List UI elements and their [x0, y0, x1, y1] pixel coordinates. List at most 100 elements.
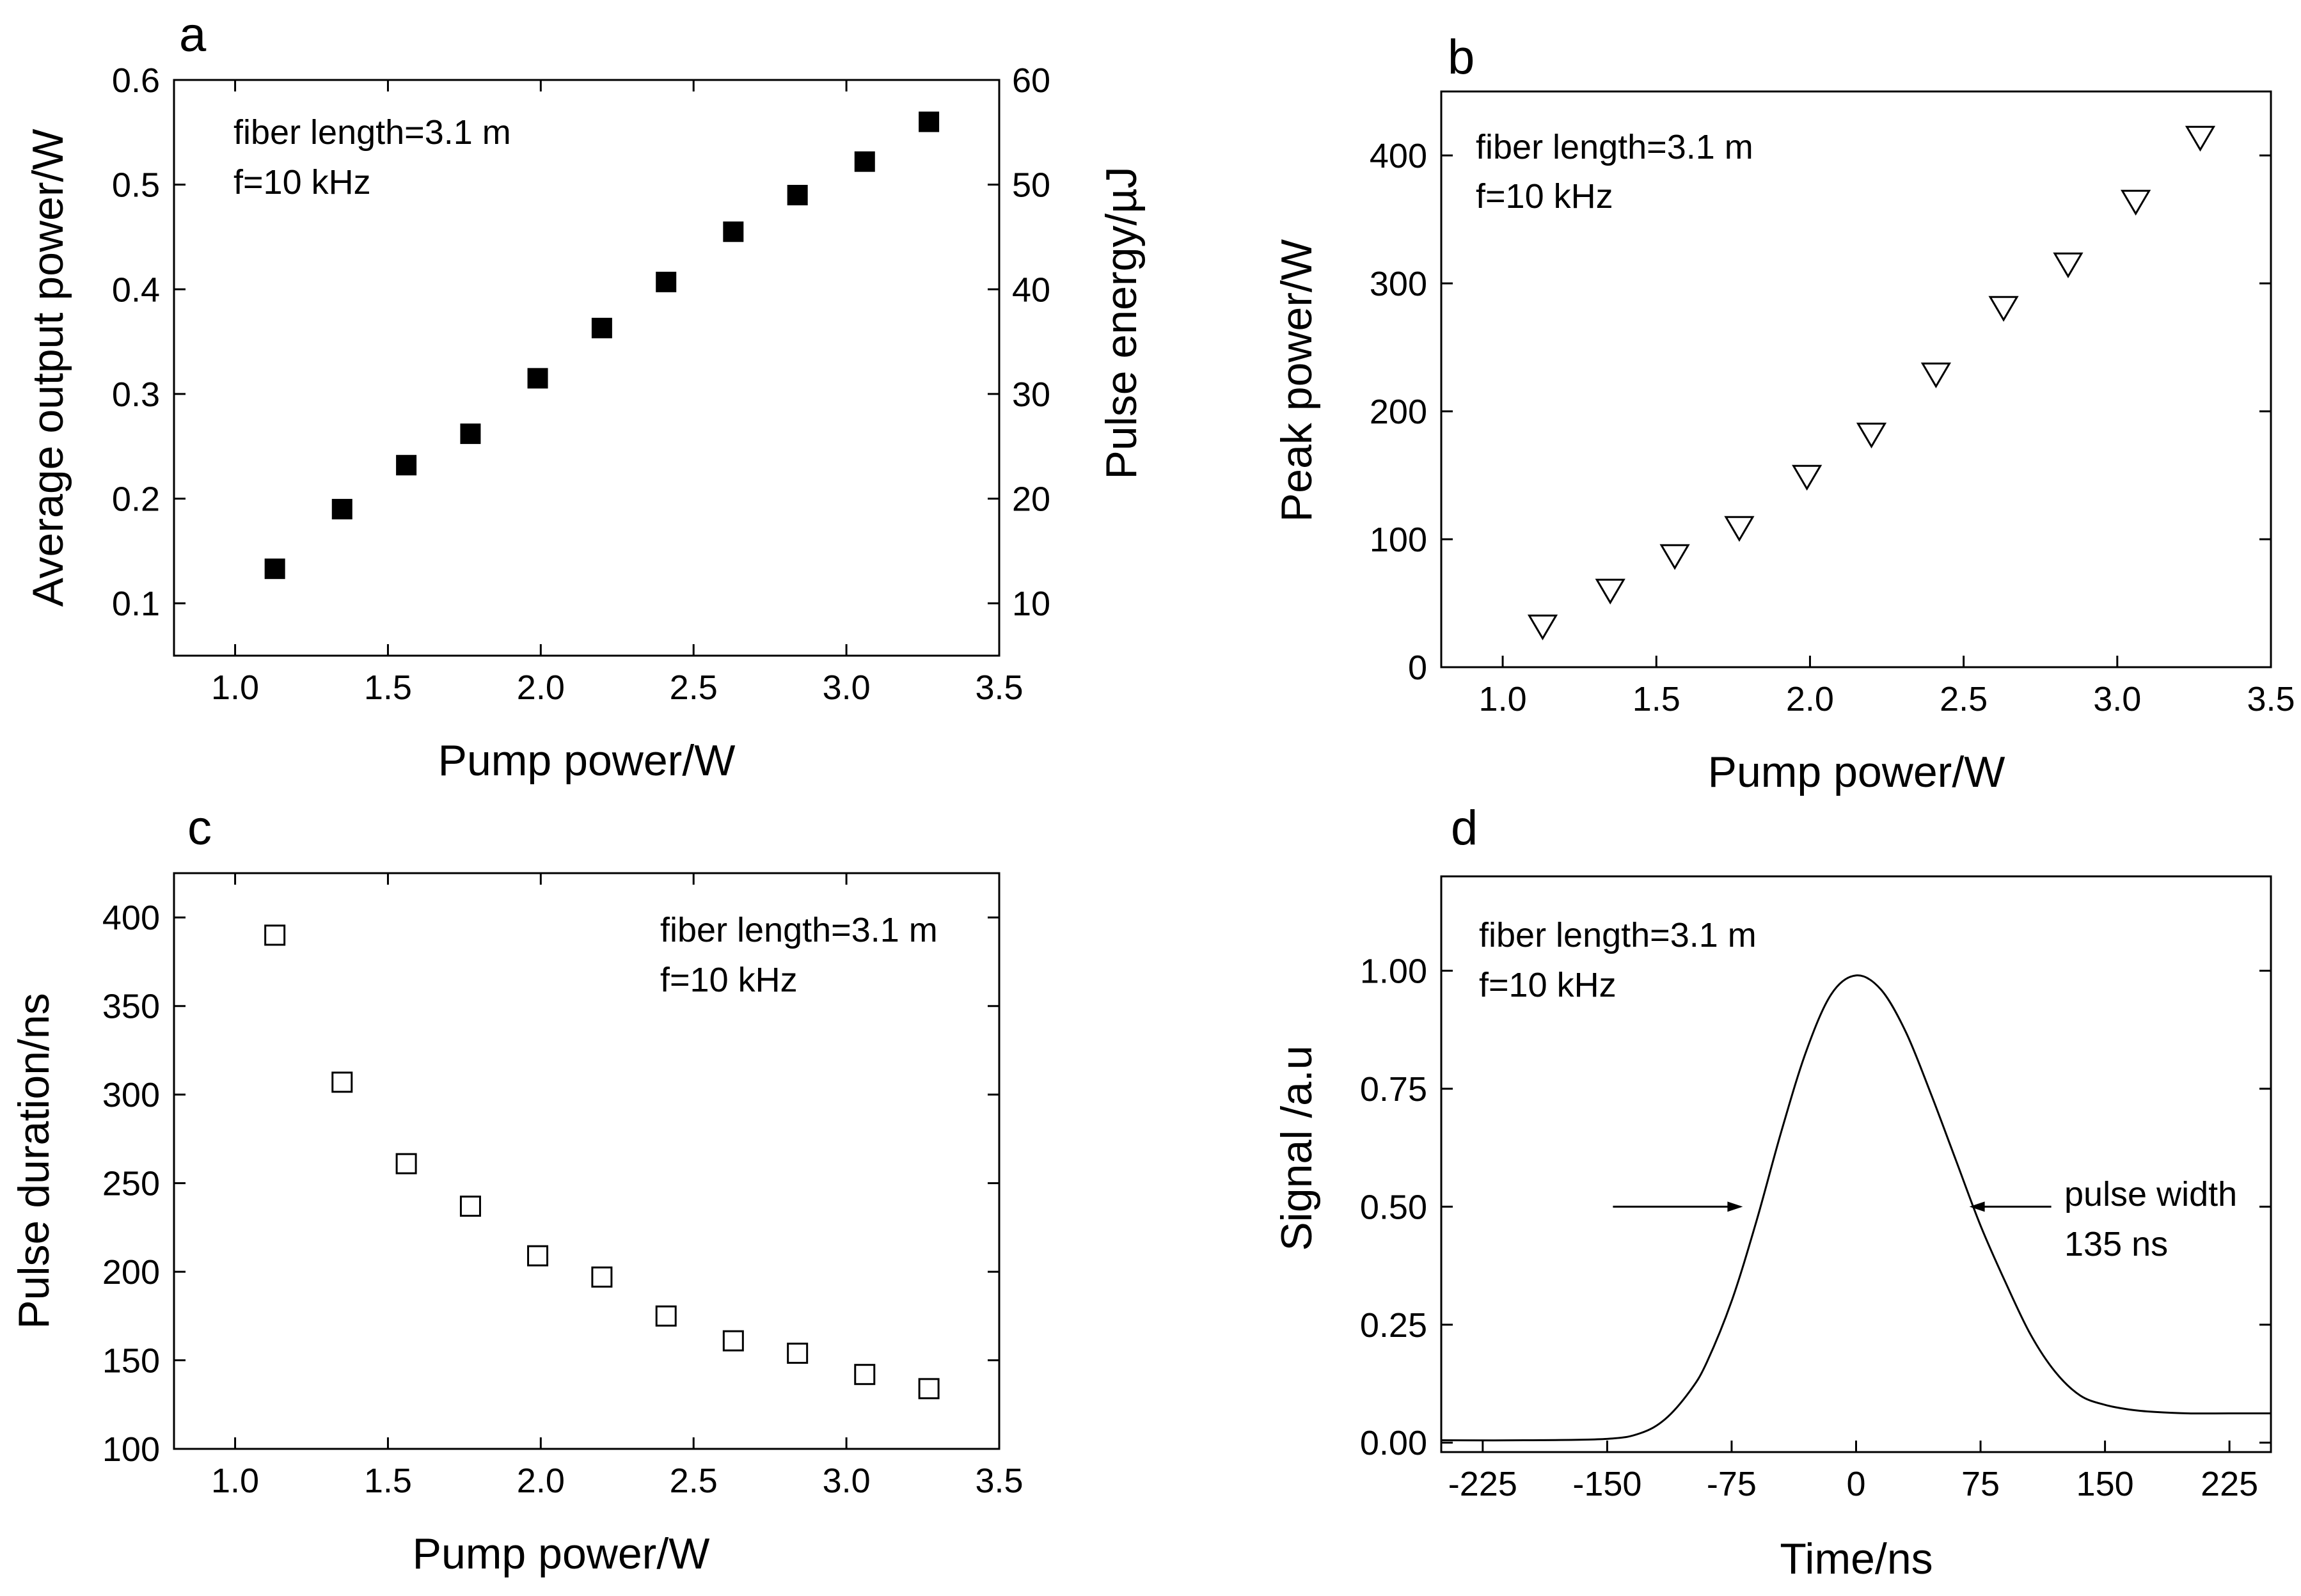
panel-d-signal-curve — [1441, 974, 2271, 1442]
panel-b-x-tick-label: 2.5 — [1940, 680, 1988, 718]
panel-c-data-point — [722, 1330, 744, 1352]
panel-b-y-axis-label: Peak power/W — [1272, 239, 1321, 522]
panel-c-y-tick-label: 350 — [102, 988, 160, 1026]
panel-b-data-point — [1724, 516, 1755, 542]
panel-c-data-point — [591, 1266, 613, 1288]
panel-b-x-ticks: 1.0 1.5 2.0 2.5 3.0 3.5 — [1479, 656, 2295, 718]
panel-d-y-tick-label: 1.00 — [1360, 952, 1427, 991]
panel-a-y-tick-label: 0.5 — [112, 166, 160, 205]
panel-a: a 1.0 1.5 2.0 2.5 3.0 3.5 0.10.20.30.40.50.6 … — [24, 8, 1146, 785]
panel-c-x-axis-label: Pump power/W — [413, 1529, 710, 1578]
panel-c-data-point — [331, 1071, 353, 1093]
panel-b-x-tick-label: 3.5 — [2247, 680, 2295, 718]
panel-b: b 1.0 1.5 2.0 2.5 3.0 3.5 0 100 200 300 400 fiber… — [1272, 30, 2295, 796]
panel-a-y-axis-label: Average output power/W — [24, 129, 72, 606]
panel-a-x-axis-label: Pump power/W — [438, 736, 736, 785]
panel-b-letter: b — [1448, 30, 1475, 84]
panel-c-data-point — [527, 1245, 549, 1267]
panel-d: d -225 -150 -75 0 75 150 225 0.00 0.25 0.50 0.75 1… — [1272, 801, 2272, 1583]
panel-c-y-tick-label: 400 — [102, 899, 160, 937]
panel-a-x-ticks: 1.0 1.5 2.0 2.5 3.0 3.5 — [211, 80, 1024, 707]
panel-a-x-tick-label: 3.5 — [975, 668, 1023, 707]
panel-a-letter: a — [179, 8, 207, 62]
panel-c-data-point — [655, 1305, 677, 1327]
panel-a-data-point — [460, 423, 481, 445]
panel-d-letter: d — [1451, 801, 1478, 855]
panel-a-y2-tick-label: 20 — [1012, 480, 1050, 519]
panel-b-x-tick-label: 2.0 — [1786, 680, 1834, 718]
panel-b-data-point — [1792, 464, 1823, 491]
panel-c-x-tick-label: 1.5 — [364, 1462, 412, 1500]
panel-c-y-ticks: 100 150 200 250 300 350 400 — [102, 899, 999, 1469]
panel-b-y-ticks: 0 100 200 300 400 — [1370, 137, 2271, 687]
panel-d-annotation-pulse-width: pulse width — [2064, 1175, 2237, 1213]
panel-c-annotation-fiber-length: fiber length=3.1 m — [660, 911, 938, 949]
panel-b-data-point — [1988, 296, 2019, 322]
panel-a-y2-tick-label: 30 — [1012, 375, 1050, 414]
panel-c-data-point — [787, 1342, 809, 1364]
panel-a-x-tick-label: 3.0 — [823, 668, 871, 707]
panel-a-x-tick-label: 1.5 — [364, 668, 412, 707]
panel-a-y2-tick-label: 50 — [1012, 166, 1050, 205]
panel-b-data-point — [1659, 544, 1690, 570]
panel-a-y-tick-label: 0.3 — [112, 375, 160, 414]
panel-d-y-tick-label: 0.50 — [1360, 1188, 1427, 1226]
panel-a-data-point — [656, 271, 677, 292]
panel-b-y-tick-label: 0 — [1408, 649, 1427, 687]
panel-b-data-point — [2121, 189, 2151, 216]
panel-a-y-tick-label: 0.1 — [112, 585, 160, 623]
panel-b-plot-frame — [1440, 90, 2272, 668]
panel-d-annotation-pulse-width-value: 135 ns — [2064, 1225, 2168, 1263]
panel-d-x-tick-label: 225 — [2201, 1465, 2258, 1503]
panel-a-data-point — [331, 498, 352, 519]
panel-c-data-point — [854, 1364, 876, 1386]
panel-d-y-ticks: 0.00 0.25 0.50 0.75 1.00 — [1360, 952, 2271, 1462]
panel-c-y-axis-label: Pulse duration/ns — [10, 993, 58, 1329]
panel-a-data-point — [396, 455, 417, 476]
panel-c-x-tick-label: 2.0 — [517, 1462, 565, 1500]
panel-d-fwhm-arrow-left-head — [1727, 1201, 1743, 1212]
panel-b-annotation-fiber-length: fiber length=3.1 m — [1476, 128, 1753, 166]
panel-a-x-tick-label: 2.5 — [670, 668, 718, 707]
panel-d-y-axis-label: Signal /a.u — [1272, 1045, 1321, 1251]
panel-b-x-tick-label: 1.0 — [1479, 680, 1527, 718]
panel-d-x-tick-label: -75 — [1707, 1465, 1757, 1503]
panel-d-x-tick-label: 150 — [2076, 1465, 2134, 1503]
panel-d-fwhm-arrows — [1613, 1201, 2052, 1212]
panel-d-annotation-fiber-length: fiber length=3.1 m — [1479, 916, 1757, 954]
panel-c-y-tick-label: 200 — [102, 1253, 160, 1292]
panel-b-y-tick-label: 300 — [1370, 265, 1427, 303]
panel-a-data-point — [787, 185, 808, 205]
panel-b-data-point — [2053, 252, 2084, 278]
panel-a-y-tick-label: 0.2 — [112, 480, 160, 519]
panel-c-x-tick-label: 3.0 — [823, 1462, 871, 1500]
panel-a-y-tick-label: 0.6 — [112, 61, 160, 100]
panel-a-y2-tick-label: 60 — [1012, 61, 1050, 100]
panel-c-x-tick-label: 1.0 — [211, 1462, 259, 1500]
panel-c-letter: c — [187, 801, 212, 855]
panel-b-data-points — [1527, 125, 2216, 640]
panel-a-y-ticks: 0.1 0.2 0.3 0.4 0.5 0.6 — [112, 61, 186, 623]
panel-b-data-point — [1527, 614, 1558, 640]
panel-c-data-points — [264, 924, 940, 1400]
panel-c-y-tick-label: 100 — [102, 1430, 160, 1469]
panel-a-x-tick-label: 2.0 — [517, 668, 565, 707]
panel-a-data-point — [527, 368, 548, 389]
panel-b-data-point — [2185, 125, 2216, 152]
panel-b-x-tick-label: 3.0 — [2093, 680, 2141, 718]
panel-b-data-point — [1595, 578, 1625, 604]
panel-c-data-point — [918, 1378, 940, 1400]
panel-c-y-tick-label: 250 — [102, 1165, 160, 1203]
panel-c-x-tick-label: 2.5 — [670, 1462, 718, 1500]
panel-a-y2-tick-label: 10 — [1012, 585, 1050, 623]
panel-a-data-points — [264, 111, 940, 580]
panel-d-fwhm-arrow-right-head — [1969, 1201, 1985, 1212]
panel-d-plot-frame — [1440, 875, 2272, 1453]
panel-d-x-tick-label: 0 — [1846, 1465, 1865, 1503]
panel-b-x-tick-label: 1.5 — [1633, 680, 1680, 718]
panel-d-x-tick-label: 75 — [1961, 1465, 2000, 1503]
panel-d-x-axis-label: Time/ns — [1780, 1535, 1933, 1583]
panel-c-y-tick-label: 150 — [102, 1342, 160, 1380]
panel-b-data-point — [1920, 362, 1952, 388]
